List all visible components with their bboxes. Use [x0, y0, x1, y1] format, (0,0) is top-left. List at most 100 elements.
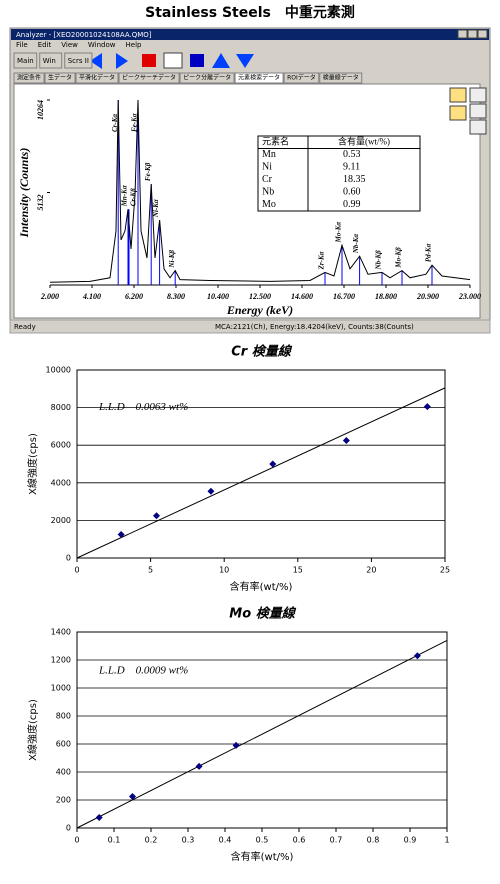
x-tick-label: 0.9 — [404, 836, 417, 845]
tab-label: 生データ — [48, 74, 72, 82]
view-button[interactable] — [163, 52, 183, 69]
fit-line — [76, 387, 446, 559]
side-icon[interactable] — [469, 119, 487, 135]
table-cell: Mn — [262, 149, 276, 160]
y-tick-label: 200 — [56, 796, 71, 805]
peak-label: Cr-Kβ — [130, 188, 138, 206]
data-point — [207, 487, 215, 495]
fit-line — [76, 639, 448, 829]
tab[interactable] — [13, 72, 45, 84]
table-header: 元素名 — [262, 135, 289, 146]
peak-label: Mo-Kβ — [395, 247, 403, 269]
prev-button[interactable] — [90, 53, 102, 69]
spectrum-line — [49, 99, 471, 283]
menu-item[interactable]: View — [61, 41, 78, 49]
x-tick-label: 0.3 — [182, 836, 195, 845]
close[interactable] — [477, 29, 488, 39]
toolbar-button: Win — [39, 52, 63, 69]
x-tick-label: 0.7 — [330, 836, 343, 845]
maximize[interactable] — [467, 29, 478, 39]
menu-item[interactable]: Help — [126, 41, 143, 49]
y-tick-label: 600 — [56, 740, 71, 749]
table-header: 含有量(wt/%) — [338, 135, 390, 146]
y-tick-label: 5132 — [36, 195, 45, 211]
result-table — [257, 135, 421, 212]
data-point — [117, 531, 125, 538]
side-icon[interactable] — [449, 87, 467, 103]
x-axis-title: 含有率(wt/%) — [231, 850, 294, 863]
peak-label: Mo-Kα — [335, 222, 343, 244]
peak-label: Fe-Kβ — [144, 162, 152, 181]
x-tick-label: 0 — [74, 566, 79, 575]
toolbar-button-frame[interactable] — [64, 52, 93, 69]
tab[interactable] — [283, 72, 320, 84]
x-tick-label: 12.500 — [249, 292, 271, 301]
peak-label: Nb-Kβ — [375, 250, 383, 271]
x-tick-label: 16.700 — [333, 292, 355, 301]
chart-title: Mo 検量線 — [229, 606, 296, 622]
x-tick-label: 0.8 — [367, 836, 380, 845]
plot-frame — [76, 631, 448, 829]
y-tick-label: 800 — [56, 712, 71, 721]
y-tick-label: 1400 — [51, 628, 71, 637]
data-point — [195, 762, 203, 770]
menu-item[interactable]: Edit — [38, 41, 52, 49]
tab[interactable] — [319, 72, 363, 84]
table-cell: 0.53 — [343, 149, 361, 160]
stop-button[interactable] — [142, 54, 156, 67]
minimize[interactable] — [457, 29, 468, 39]
tab[interactable] — [118, 72, 180, 84]
x-tick-label: 1 — [444, 836, 449, 845]
up-button[interactable] — [212, 53, 230, 68]
chart-title: Cr 検量線 — [231, 344, 292, 360]
down-button[interactable] — [236, 54, 254, 68]
peak-label: Pd-Kα — [425, 243, 433, 262]
next-button[interactable] — [116, 53, 128, 69]
side-icon[interactable] — [469, 87, 487, 103]
menu-item[interactable]: Window — [88, 41, 116, 49]
annotation: L.L.D 0.0063 wt% — [98, 401, 188, 413]
x-tick-label: 10.400 — [207, 292, 229, 301]
y-tick-label: 0 — [66, 824, 71, 833]
status-text: Ready — [14, 323, 36, 331]
y-tick-label: 1000 — [51, 684, 71, 693]
tab[interactable] — [179, 72, 235, 84]
annotation: L.L.D 0.0009 wt% — [98, 665, 188, 677]
menu-item[interactable]: File — [16, 41, 28, 49]
y-tick-label: 2000 — [51, 516, 71, 525]
y-axis-title: X線強度(cps) — [26, 699, 39, 761]
page-title: Stainless Steels 中重元素測 — [145, 4, 355, 21]
tab[interactable] — [75, 72, 119, 84]
toolbar-button-frame[interactable] — [13, 52, 38, 69]
y-tick-label: 10000 — [46, 366, 71, 375]
tab[interactable] — [44, 72, 76, 84]
y-tick-label: 6000 — [51, 441, 71, 450]
tab-label: ROIデータ — [287, 74, 316, 82]
x-tick-label: 25 — [440, 566, 450, 575]
y-tick-label: 8000 — [51, 403, 71, 412]
color-button[interactable] — [190, 54, 204, 67]
side-icons — [449, 87, 487, 135]
toolbar-label: Main — [17, 57, 34, 65]
y-tick-label: 400 — [56, 768, 71, 777]
peak-label: Zr-Kα — [318, 251, 326, 270]
status-bar — [9, 319, 491, 334]
data-point — [152, 512, 160, 520]
side-icon[interactable] — [449, 105, 467, 121]
peak-label: Ni-Kα — [152, 199, 160, 218]
x-tick-label: 10 — [219, 566, 229, 575]
x-tick-label: 23.000 — [458, 292, 481, 301]
peak-label: Fe-Kα — [131, 113, 139, 132]
peak-label: Nb-Kα — [352, 234, 360, 255]
x-tick-label: 15 — [293, 566, 303, 575]
data-point — [413, 652, 421, 660]
side-icon[interactable] — [469, 103, 487, 119]
peak-label: Ni-Kβ — [168, 250, 176, 269]
toolbar-button-frame[interactable] — [39, 52, 63, 69]
tab[interactable] — [234, 72, 284, 84]
toolbar-label: Win — [43, 57, 56, 65]
peak-label: Cr-Kα — [111, 114, 119, 132]
data-point — [232, 741, 240, 749]
x-tick-label: 14.600 — [291, 292, 313, 301]
